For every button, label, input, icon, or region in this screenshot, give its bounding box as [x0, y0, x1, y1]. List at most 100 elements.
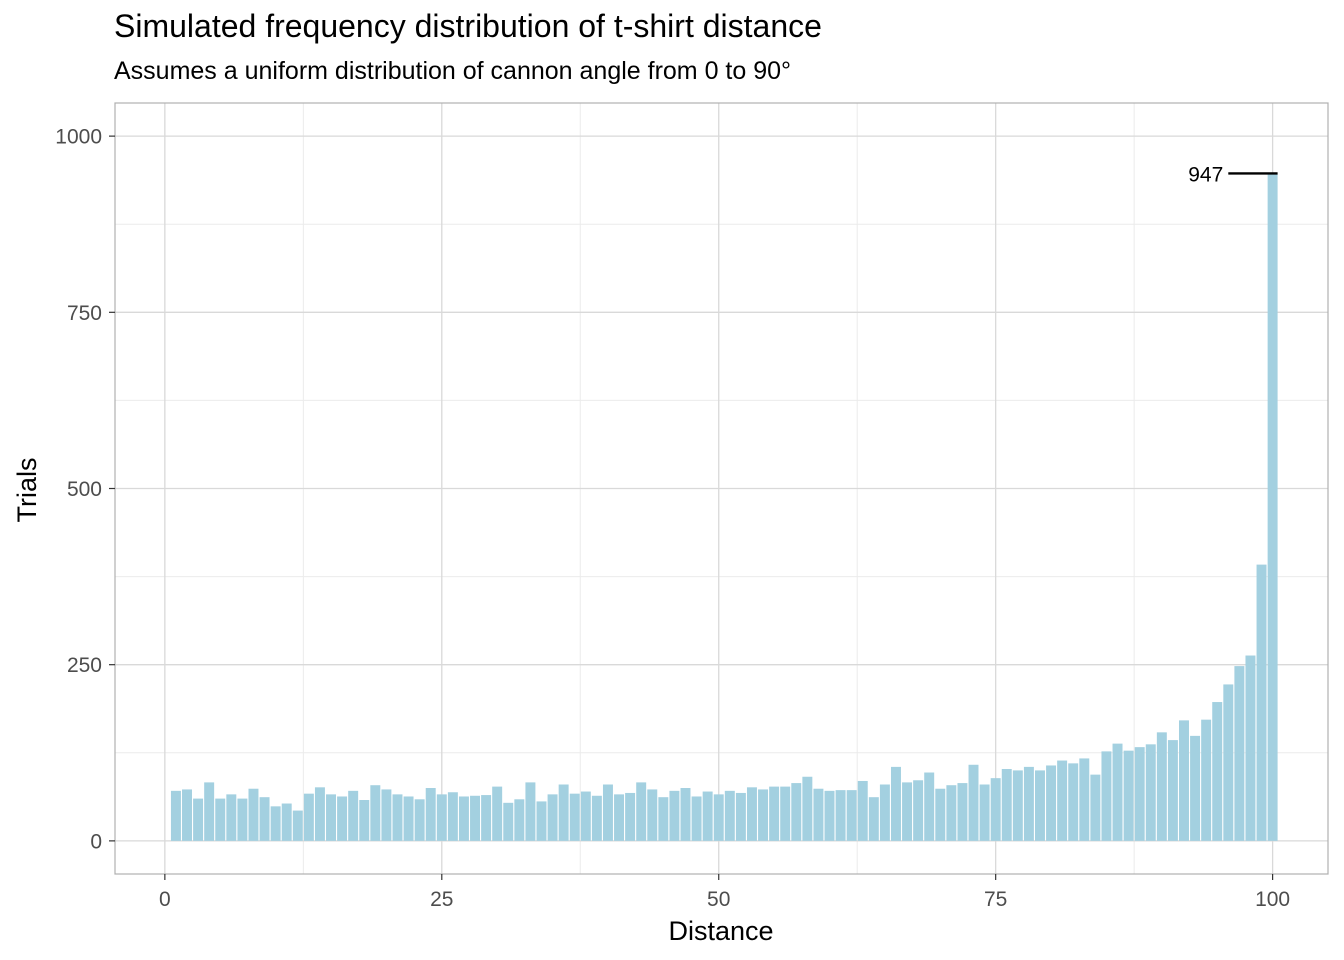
bar — [182, 789, 192, 841]
bar — [1201, 719, 1212, 841]
y-axis-label: Trials — [12, 458, 42, 523]
bar — [1023, 766, 1034, 841]
bar — [1145, 744, 1156, 841]
bar — [436, 794, 447, 841]
bar — [292, 810, 303, 841]
bar — [1068, 763, 1079, 841]
bar — [1079, 758, 1090, 841]
bar — [658, 797, 669, 841]
bar — [813, 788, 824, 841]
bar — [470, 795, 481, 841]
bar — [281, 803, 292, 841]
bar — [514, 799, 525, 841]
bar — [170, 790, 181, 841]
bar — [1134, 747, 1145, 841]
bar — [270, 806, 281, 841]
bar — [614, 794, 625, 841]
y-tick-label: 750 — [67, 302, 102, 325]
bar — [1245, 655, 1256, 841]
bar — [248, 788, 259, 841]
bar — [669, 790, 680, 841]
bar — [1223, 684, 1234, 841]
x-axis-ticks: 0 25 50 75 100 — [159, 874, 1290, 911]
bar — [215, 798, 226, 841]
bar — [868, 797, 879, 841]
y-tick-label: 250 — [67, 654, 102, 677]
bar — [237, 798, 248, 841]
bar — [1012, 770, 1023, 841]
bar — [1101, 751, 1112, 841]
bar — [902, 782, 913, 841]
bar — [835, 790, 846, 841]
bar — [1212, 702, 1223, 841]
bar — [481, 795, 492, 841]
bar — [1156, 732, 1167, 841]
annotation-layer: 947 — [1188, 163, 1278, 186]
bar — [979, 784, 990, 841]
bar — [780, 786, 791, 841]
bar — [625, 792, 636, 841]
bar — [204, 782, 215, 841]
x-tick-label: 75 — [984, 888, 1007, 911]
bar — [946, 785, 957, 841]
bar — [359, 800, 370, 841]
bar — [802, 776, 813, 841]
chart-subtitle: Assumes a uniform distribution of cannon… — [114, 57, 792, 85]
bar — [525, 782, 536, 841]
y-tick-label: 1000 — [55, 126, 102, 149]
bar — [602, 784, 613, 841]
bar — [1123, 750, 1134, 841]
bar — [1256, 564, 1267, 841]
bar — [968, 764, 979, 841]
bar — [303, 793, 314, 841]
bar — [1179, 720, 1189, 841]
bar — [913, 780, 924, 841]
bar — [647, 789, 658, 841]
x-tick-label: 50 — [707, 888, 730, 911]
bar — [890, 766, 901, 841]
bar — [990, 778, 1001, 841]
y-tick-label: 500 — [67, 478, 102, 501]
bar — [314, 787, 325, 841]
bar — [503, 802, 514, 841]
bar — [392, 794, 403, 841]
bar — [735, 792, 746, 841]
bar — [591, 795, 602, 841]
bar — [1046, 765, 1057, 841]
bar — [193, 798, 204, 841]
bar — [758, 789, 769, 841]
bar — [1234, 666, 1245, 841]
bar — [348, 790, 359, 841]
bar — [746, 787, 757, 841]
bar — [458, 796, 469, 841]
bar — [702, 791, 713, 841]
bar — [414, 799, 425, 841]
bar — [381, 789, 392, 841]
x-axis-label: Distance — [668, 916, 773, 946]
y-tick-label: 0 — [90, 830, 102, 853]
bar — [879, 784, 890, 841]
x-tick-label: 0 — [159, 888, 171, 911]
bar-series — [170, 173, 1278, 841]
bar — [425, 788, 436, 841]
x-tick-label: 25 — [430, 888, 453, 911]
bar — [370, 785, 381, 841]
bar — [558, 784, 569, 841]
bar — [337, 796, 348, 841]
bar — [226, 794, 237, 841]
annotation-label: 947 — [1188, 163, 1223, 186]
bar — [259, 797, 270, 841]
bar — [326, 794, 336, 841]
bar — [636, 782, 647, 841]
bar — [1167, 740, 1178, 841]
x-tick-label: 100 — [1255, 888, 1290, 911]
bar — [492, 786, 503, 841]
bar — [536, 801, 547, 841]
bar — [1090, 774, 1101, 841]
bar — [403, 796, 414, 841]
y-axis-ticks: 0 250 500 750 1000 — [55, 126, 115, 853]
bar — [724, 790, 735, 841]
bar — [691, 796, 702, 841]
